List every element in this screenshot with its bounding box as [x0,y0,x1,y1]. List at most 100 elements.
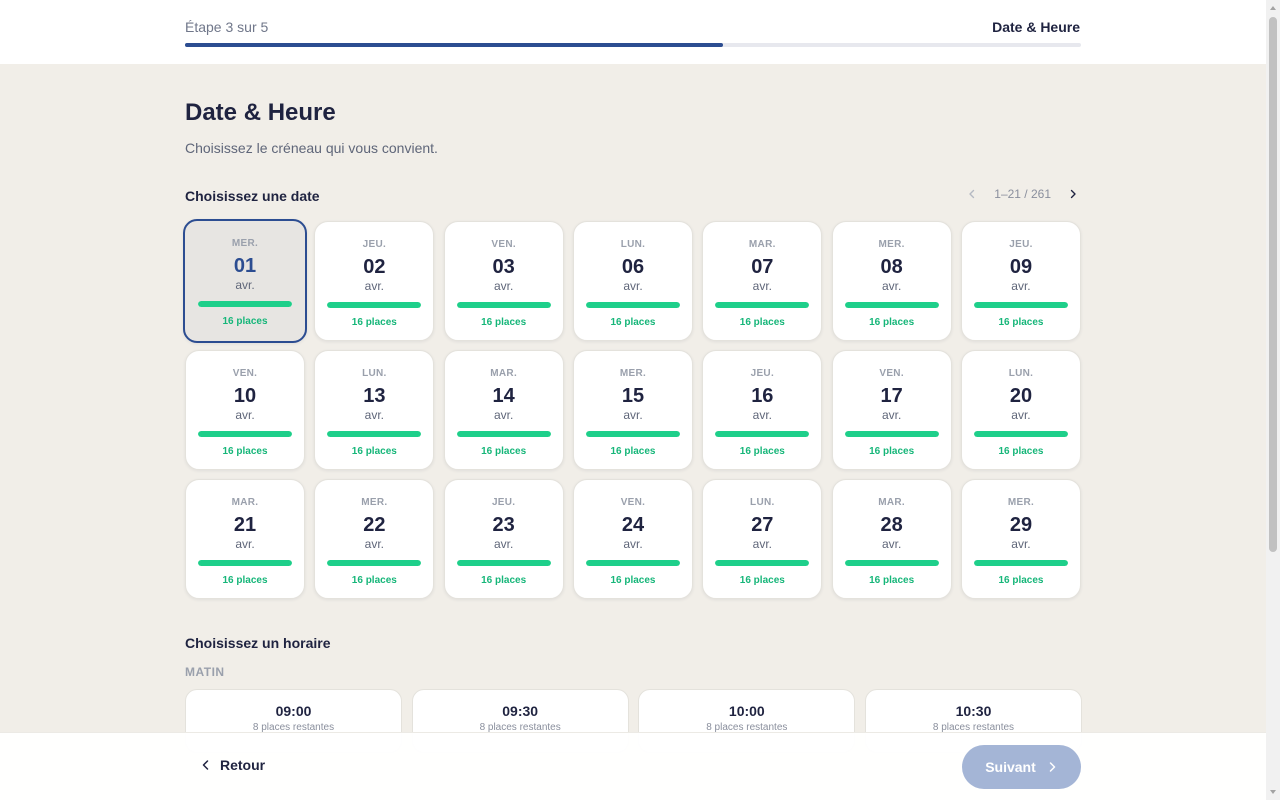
time-slot-remaining: 8 places restantes [932,722,1015,733]
step-label: Étape 3 sur 5 [185,19,269,35]
date-places-count: 16 places [610,317,656,328]
date-places-count: 16 places [998,575,1044,586]
date-weekday: MER. [878,239,905,250]
scroll-down-arrow-icon[interactable] [1269,788,1277,796]
availability-bar-fill [844,302,939,308]
availability-bar [327,302,422,308]
date-card[interactable]: MER. 15 avr. 16 places [572,350,693,470]
time-slot-time: 09:30 [502,703,539,719]
date-places-count: 16 places [869,575,915,586]
date-month: avr. [623,408,643,422]
date-day-number: 23 [492,514,515,536]
date-card[interactable]: MAR. 28 avr. 16 places [831,479,952,599]
availability-bar-fill [973,431,1068,437]
date-month: avr. [881,279,902,293]
availability-bar-fill [198,431,292,437]
availability-bar-fill [198,560,292,566]
date-day-number: 09 [1009,256,1033,278]
availability-bar [456,302,551,308]
availability-bar-fill [973,560,1068,566]
date-day-number: 20 [1009,385,1033,407]
next-button[interactable]: Suivant [962,745,1081,789]
date-card[interactable]: JEU. 23 avr. 16 places [443,479,564,599]
availability-bar-fill [973,302,1068,308]
date-card[interactable]: JEU. 02 avr. 16 places [314,221,435,341]
date-month: avr. [1011,537,1031,551]
date-weekday: VEN. [879,368,904,379]
date-pager: 1–21 / 261 [964,186,1081,202]
pager-prev-button[interactable] [964,186,980,202]
date-card[interactable]: JEU. 09 avr. 16 places [960,221,1081,341]
date-month: avr. [364,279,384,293]
date-month: avr. [623,279,643,293]
back-button[interactable]: Retour [200,757,265,773]
date-weekday: MAR. [748,239,776,250]
date-month: avr. [1011,408,1031,422]
progress-bar [185,43,1081,47]
date-day-number: 27 [751,514,774,536]
pager-next-button[interactable] [1065,186,1081,202]
date-card[interactable]: MAR. 07 avr. 16 places [702,221,823,341]
chevron-left-icon [202,760,209,770]
date-month: avr. [623,537,643,551]
date-day-number: 29 [1009,514,1033,536]
date-weekday: MAR. [490,368,518,379]
date-month: avr. [493,537,514,551]
date-card[interactable]: VEN. 24 avr. 16 places [572,479,693,599]
date-places-count: 16 places [222,446,268,457]
availability-bar [456,560,551,566]
availability-bar-fill [844,560,939,566]
date-month: avr. [881,408,902,422]
date-weekday: JEU. [491,497,516,508]
date-card[interactable]: MER. 22 avr. 16 places [314,479,435,599]
date-card[interactable]: MER. 08 avr. 16 places [831,221,952,341]
date-month: avr. [235,408,255,422]
date-weekday: JEU. [1009,239,1033,250]
time-slot-remaining: 8 places restantes [706,722,788,733]
chevron-left-icon [969,189,975,199]
date-weekday: LUN. [1008,368,1034,379]
date-month: avr. [752,408,772,422]
date-card[interactable]: LUN. 06 avr. 16 places [572,221,693,341]
date-card[interactable]: MAR. 21 avr. 16 places [185,479,305,599]
availability-bar [715,302,810,308]
date-card[interactable]: LUN. 27 avr. 16 places [702,479,823,599]
date-card[interactable]: JEU. 16 avr. 16 places [702,350,823,470]
availability-bar-fill [456,560,551,566]
date-card[interactable]: VEN. 03 avr. 16 places [443,221,564,341]
availability-bar [198,560,292,566]
date-weekday: MAR. [878,497,906,508]
date-month: avr. [364,537,384,551]
availability-bar [585,302,680,308]
chevron-right-icon [1049,762,1056,772]
page-scrollbar[interactable] [1266,0,1280,800]
availability-bar-fill [327,431,422,437]
date-day-number: 02 [363,256,386,278]
time-slot-time: 10:00 [728,703,765,719]
scrollbar-thumb[interactable] [1269,17,1277,552]
date-card[interactable]: LUN. 20 avr. 16 places [960,350,1081,470]
date-card[interactable]: VEN. 10 avr. 16 places [185,350,305,470]
availability-bar [327,560,422,566]
scroll-up-arrow-icon[interactable] [1269,4,1277,12]
availability-bar-fill [715,431,810,437]
date-card[interactable]: MAR. 14 avr. 16 places [443,350,564,470]
date-places-count: 16 places [351,446,397,457]
date-card[interactable]: MER. 01 avr. 16 places [183,219,307,343]
date-card[interactable]: VEN. 17 avr. 16 places [831,350,952,470]
date-places-count: 16 places [481,317,527,328]
date-weekday: VEN. [620,497,646,508]
date-day-number: 07 [751,256,774,278]
page-title: Date & Heure [185,99,336,126]
date-card[interactable]: MER. 29 avr. 16 places [960,479,1081,599]
date-card[interactable]: LUN. 13 avr. 16 places [314,350,435,470]
date-weekday: JEU. [750,368,775,379]
date-month: avr. [1011,279,1031,293]
availability-bar [198,301,292,307]
availability-bar [973,560,1068,566]
availability-bar-fill [198,301,292,307]
chevron-right-icon [1070,189,1076,199]
date-places-count: 16 places [739,317,785,328]
date-weekday: JEU. [362,239,387,250]
availability-bar-fill [585,431,680,437]
